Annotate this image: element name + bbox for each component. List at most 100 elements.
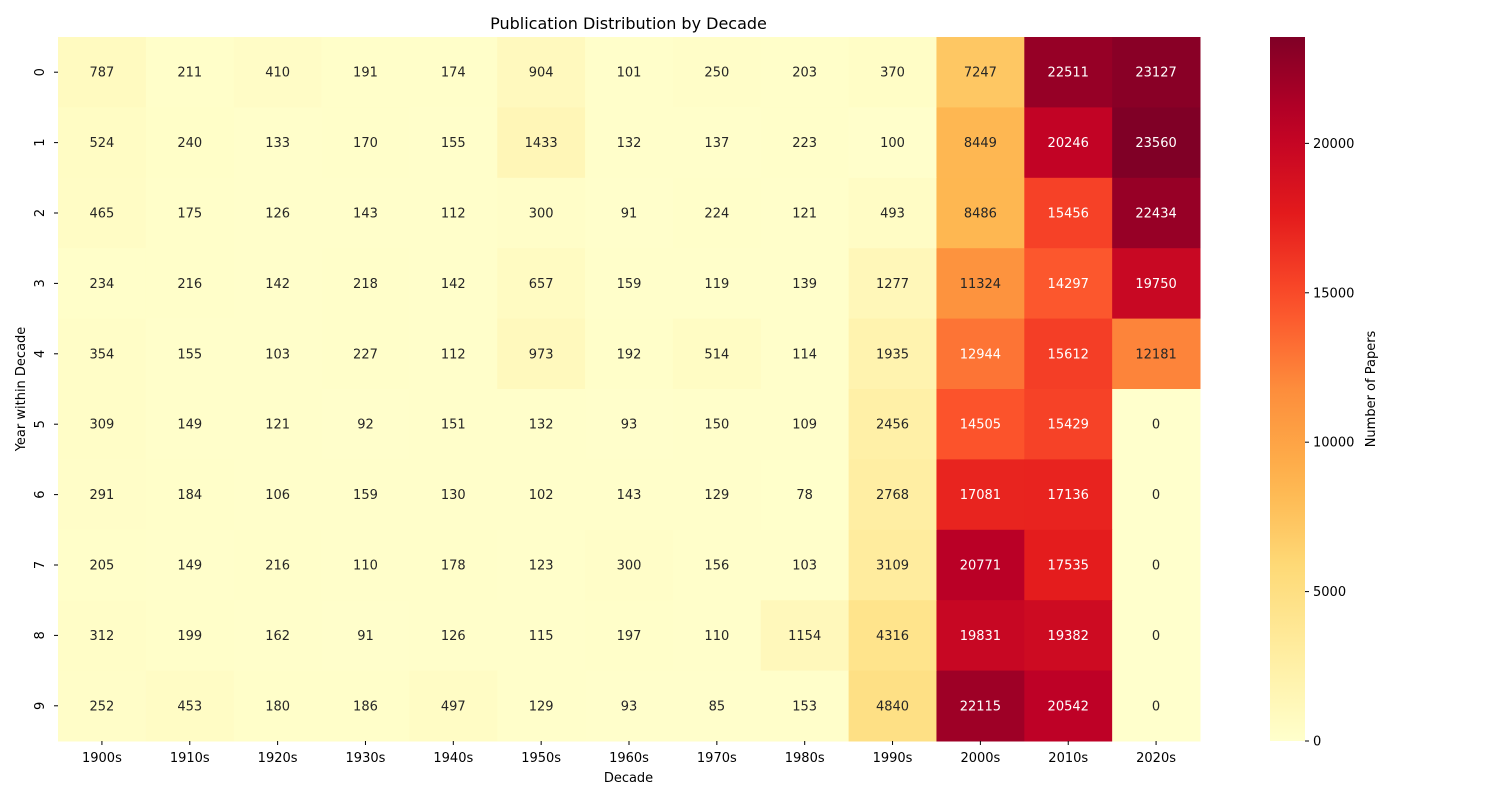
heatmap-cell bbox=[848, 670, 937, 742]
heatmap-cell bbox=[233, 248, 323, 320]
heatmap-cell-label: 23127 bbox=[1135, 66, 1176, 81]
heatmap-cell bbox=[1024, 529, 1113, 601]
heatmap-cell bbox=[672, 670, 762, 742]
heatmap-cell-label: 186 bbox=[353, 699, 378, 714]
heatmap-cell bbox=[321, 318, 410, 390]
heatmap-cell-label: 170 bbox=[353, 136, 378, 151]
heatmap-cell bbox=[585, 459, 674, 531]
heatmap-cell-label: 465 bbox=[90, 207, 115, 222]
heatmap-cell-label: 91 bbox=[621, 207, 638, 222]
heatmap-cell bbox=[145, 248, 235, 320]
heatmap-cell-label: 11324 bbox=[960, 277, 1001, 292]
heatmap-cell bbox=[497, 459, 586, 531]
heatmap-cell-label: 312 bbox=[90, 629, 115, 644]
heatmap-cell-label: 133 bbox=[265, 136, 290, 151]
heatmap-cell bbox=[409, 670, 498, 742]
heatmap-cell bbox=[1112, 389, 1201, 460]
heatmap-cell-label: 149 bbox=[177, 418, 202, 433]
heatmap-cell bbox=[58, 177, 147, 249]
heatmap-cell-label: 514 bbox=[704, 347, 729, 362]
heatmap-cell bbox=[936, 318, 1025, 390]
heatmap-cell bbox=[497, 177, 586, 249]
heatmap-cell bbox=[497, 37, 586, 108]
heatmap-cell bbox=[672, 600, 762, 672]
heatmap-cell bbox=[672, 459, 762, 531]
heatmap-cell-label: 15429 bbox=[1048, 418, 1089, 433]
heatmap-cell bbox=[145, 459, 235, 531]
heatmap-cell-label: 19831 bbox=[960, 629, 1001, 644]
heatmap-cell-label: 309 bbox=[90, 418, 115, 433]
y-axis-ticks: 0 1 2 3 4 5 6 7 8 9 bbox=[33, 68, 58, 710]
heatmap-cell-label: 23560 bbox=[1135, 136, 1176, 151]
y-tick-label: 6 bbox=[33, 490, 48, 498]
y-tick-label: 9 bbox=[33, 702, 48, 710]
colorbar-tick-label: 10000 bbox=[1313, 436, 1354, 451]
heatmap-cell-label: 291 bbox=[90, 488, 115, 503]
heatmap-cell-label: 20771 bbox=[960, 559, 1001, 574]
heatmap-cell bbox=[1112, 37, 1201, 108]
heatmap-cell-label: 143 bbox=[353, 207, 378, 222]
heatmap-cell bbox=[233, 459, 323, 531]
y-tick-label: 0 bbox=[33, 68, 48, 76]
heatmap-cell-label: 250 bbox=[704, 66, 729, 81]
heatmap-cell bbox=[585, 670, 674, 742]
heatmap-cell bbox=[936, 600, 1025, 672]
heatmap-cell bbox=[1024, 248, 1113, 320]
heatmap-cell bbox=[672, 107, 762, 179]
heatmap-cell bbox=[585, 318, 674, 390]
heatmap-cell bbox=[848, 459, 937, 531]
x-tick-label: 1910s bbox=[170, 751, 210, 766]
heatmap-cell-label: 110 bbox=[704, 629, 729, 644]
heatmap-cell bbox=[936, 389, 1025, 460]
heatmap-cell bbox=[321, 670, 410, 742]
y-tick-label: 3 bbox=[33, 279, 48, 287]
heatmap-cell bbox=[233, 318, 323, 390]
heatmap-cell bbox=[1024, 318, 1113, 390]
heatmap-cell-label: 126 bbox=[441, 629, 466, 644]
heatmap-cell-label: 139 bbox=[792, 277, 817, 292]
heatmap-cell-label: 0 bbox=[1152, 559, 1160, 574]
colorbar bbox=[1270, 37, 1305, 741]
heatmap-cell bbox=[1024, 670, 1113, 742]
heatmap-cell bbox=[848, 318, 937, 390]
heatmap-cell-label: 132 bbox=[529, 418, 554, 433]
heatmap-cell bbox=[321, 248, 410, 320]
heatmap-cell-label: 12181 bbox=[1135, 347, 1176, 362]
heatmap-cell-label: 155 bbox=[441, 136, 466, 151]
heatmap-cell-label: 234 bbox=[90, 277, 115, 292]
heatmap-cell bbox=[1024, 600, 1113, 672]
colorbar-ticks: 0 5000 10000 15000 20000 bbox=[1305, 137, 1354, 750]
heatmap-cell bbox=[58, 459, 147, 531]
heatmap-cell-label: 22511 bbox=[1048, 66, 1089, 81]
colorbar-tick-label: 5000 bbox=[1313, 585, 1346, 600]
heatmap-cell-label: 524 bbox=[90, 136, 115, 151]
heatmap-cell bbox=[497, 248, 586, 320]
heatmap-cell-label: 197 bbox=[617, 629, 642, 644]
heatmap-cell-label: 240 bbox=[177, 136, 202, 151]
x-tick-label: 1930s bbox=[346, 751, 386, 766]
heatmap-cell-label: 227 bbox=[353, 347, 378, 362]
heatmap-cell bbox=[1024, 389, 1113, 460]
heatmap-cell-label: 129 bbox=[704, 488, 729, 503]
heatmap-cell bbox=[409, 107, 498, 179]
heatmap-cell-label: 109 bbox=[792, 418, 817, 433]
heatmap-cell bbox=[409, 529, 498, 601]
heatmap-cell-label: 129 bbox=[529, 699, 554, 714]
heatmap-cell-label: 162 bbox=[265, 629, 290, 644]
heatmap-cell-label: 184 bbox=[177, 488, 202, 503]
heatmap-cell bbox=[936, 529, 1025, 601]
x-tick-label: 1980s bbox=[785, 751, 825, 766]
heatmap-cell bbox=[760, 459, 850, 531]
heatmap-cell bbox=[1024, 107, 1113, 179]
heatmap-cell bbox=[58, 670, 147, 742]
heatmap-cell bbox=[848, 529, 937, 601]
heatmap-cell bbox=[936, 177, 1025, 249]
heatmap-cell-label: 178 bbox=[441, 559, 466, 574]
heatmap-cell-label: 142 bbox=[265, 277, 290, 292]
heatmap-cell-label: 211 bbox=[177, 66, 202, 81]
heatmap-cell-label: 126 bbox=[265, 207, 290, 222]
heatmap-cell-label: 106 bbox=[265, 488, 290, 503]
colorbar-tick-label: 20000 bbox=[1313, 137, 1354, 152]
heatmap-cell-label: 22434 bbox=[1135, 207, 1176, 222]
